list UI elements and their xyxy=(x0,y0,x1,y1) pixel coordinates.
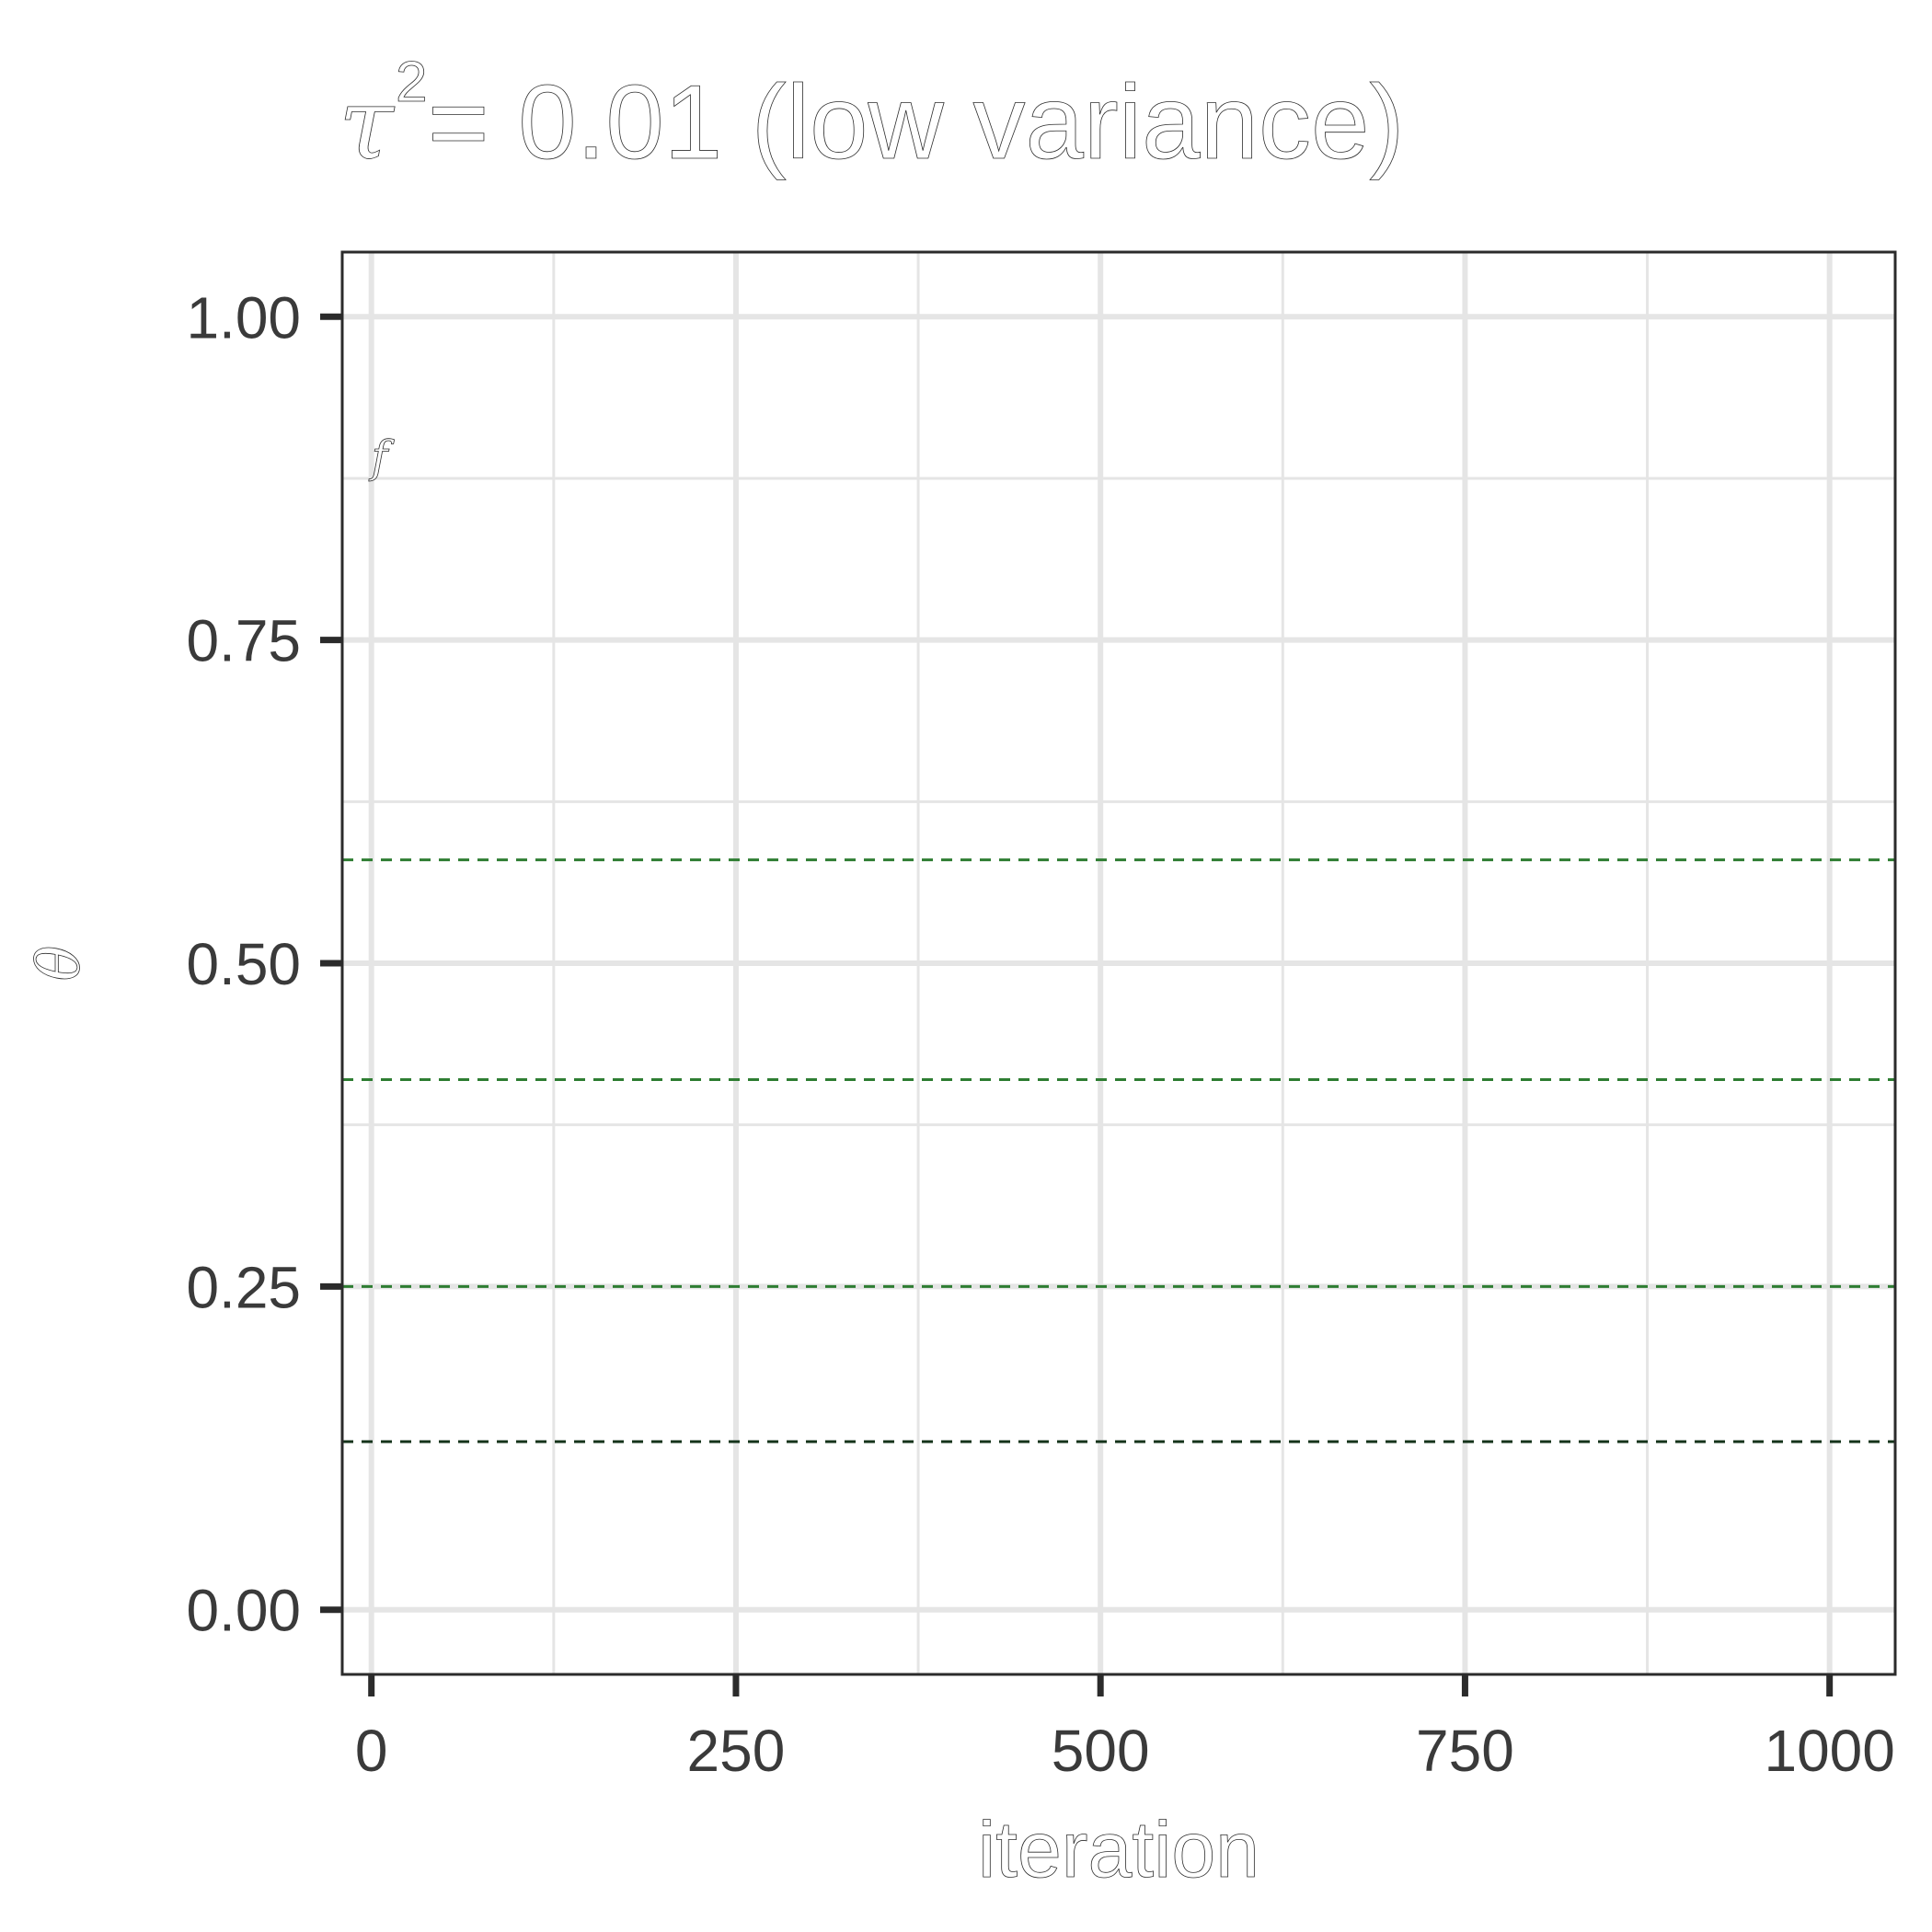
reference-lines xyxy=(342,858,1895,1443)
x-tick-label: 0 xyxy=(355,1718,388,1784)
title-exponent: 2 xyxy=(396,51,427,114)
title-symbol: τ xyxy=(339,67,396,182)
axis-ticks xyxy=(320,313,1834,1696)
y-tick-label: 0.50 xyxy=(186,931,301,997)
title-text: = 0.01 (low variance) xyxy=(428,64,1404,181)
y-tick-label: 0.25 xyxy=(186,1254,301,1320)
y-tick-label: 0.75 xyxy=(186,608,301,674)
x-axis-label: iteration xyxy=(978,1806,1259,1894)
x-tick-label: 500 xyxy=(1052,1718,1150,1784)
y-tick-label: 0.00 xyxy=(186,1578,301,1644)
chart-title: τ 2 = 0.01 (low variance) xyxy=(339,51,1405,183)
trace-label: f xyxy=(369,431,395,483)
tick-labels: 0 250 500 750 1000 0.00 0.25 0.50 0.75 1.00 xyxy=(186,284,1894,1784)
x-tick-label: 1000 xyxy=(1764,1718,1894,1784)
y-tick-label: 1.00 xyxy=(186,284,301,351)
y-axis-label: θ xyxy=(26,946,94,982)
grid xyxy=(342,252,1895,1674)
x-tick-label: 750 xyxy=(1416,1718,1514,1784)
x-tick-label: 250 xyxy=(687,1718,786,1784)
